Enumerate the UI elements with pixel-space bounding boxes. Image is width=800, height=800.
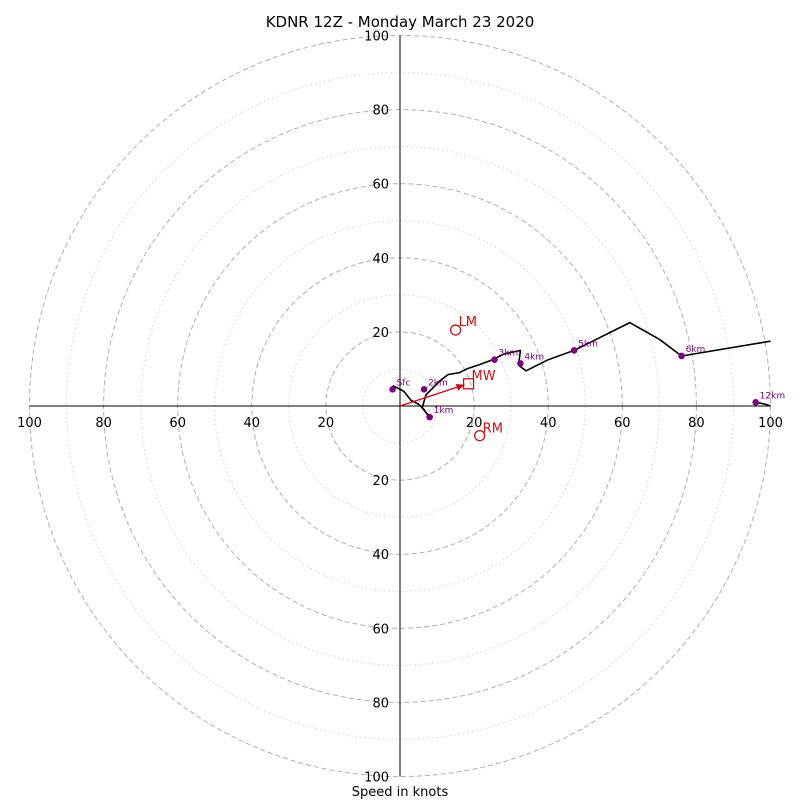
height-label-12km: 12km	[760, 391, 785, 401]
height-marker-2km	[420, 386, 428, 393]
y-tick-label: 20	[372, 326, 389, 341]
left-mover-marker	[449, 324, 462, 336]
height-marker-6km	[678, 352, 685, 360]
x-tick-label: 40	[540, 416, 557, 431]
height-marker-3km	[491, 356, 498, 363]
y-tick-label: 100	[364, 771, 389, 786]
hodograph-trace	[392, 321, 771, 418]
height-label-3km: 3km	[498, 349, 518, 359]
mean-wind-arrow	[399, 384, 465, 407]
y-tick-label: 20	[372, 474, 389, 489]
height-marker-1km	[426, 413, 433, 421]
height-markers: Sfc 1km 2km 3km 4km 5km 6km 12km	[389, 339, 785, 421]
height-label-2km: 2km	[428, 378, 448, 388]
height-label-5km: 5km	[578, 339, 598, 349]
left-mover-label: LM	[459, 315, 477, 330]
y-tick-label: 40	[372, 548, 389, 563]
y-tick-label: 60	[372, 622, 389, 637]
height-label-Sfc: Sfc	[397, 378, 411, 388]
mean-wind-label: MW	[472, 369, 496, 384]
tick-labels: 100 80 60 40 20 20 40 60 80 100 100 80 60 40 20 20 40 60 8…	[17, 30, 783, 786]
x-tick-label: 100	[758, 416, 783, 431]
height-marker-4km	[517, 360, 524, 367]
height-label-6km: 6km	[686, 345, 706, 355]
x-axis-label: Speed in knots	[352, 785, 449, 800]
y-tick-label: 80	[372, 104, 389, 119]
storm-motions: LM RM MW	[449, 315, 503, 442]
y-tick-label: 80	[372, 696, 389, 711]
x-tick-label: 60	[169, 416, 186, 431]
mean-wind-marker	[462, 378, 475, 390]
height-marker-5km	[570, 347, 578, 354]
y-tick-label: 40	[372, 252, 389, 267]
right-mover-marker	[474, 429, 486, 442]
x-tick-label: 20	[466, 416, 483, 431]
height-label-1km: 1km	[434, 406, 454, 416]
y-tick-label: 100	[364, 30, 389, 45]
x-tick-label: 40	[244, 416, 261, 431]
hodograph-line	[392, 321, 771, 418]
y-tick-label: 60	[372, 178, 389, 193]
x-tick-label: 20	[318, 416, 335, 431]
x-tick-label: 80	[95, 416, 112, 431]
mean-wind-arrowhead	[455, 383, 465, 391]
x-tick-label: 60	[614, 416, 631, 431]
height-marker-12km	[752, 398, 759, 406]
x-tick-label: 100	[17, 416, 42, 431]
chart-title: KDNR 12Z - Monday March 23 2020	[266, 13, 535, 31]
height-marker-Sfc	[389, 386, 396, 393]
height-label-4km: 4km	[524, 352, 544, 362]
x-tick-label: 80	[688, 416, 705, 431]
right-mover-label: RM	[483, 422, 503, 437]
